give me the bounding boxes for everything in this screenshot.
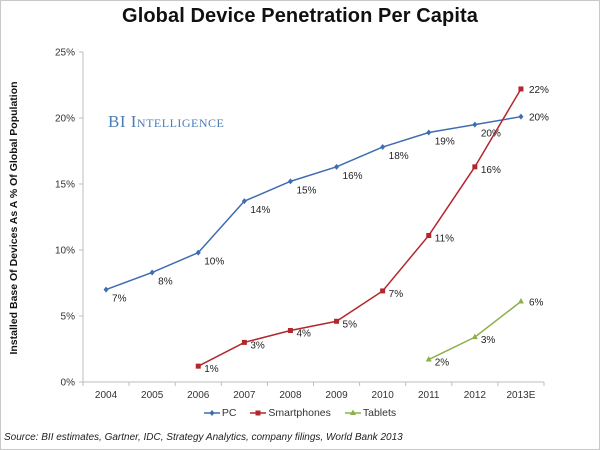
data-point-diamond-marker	[195, 249, 201, 256]
legend-item-smartphones: Smartphones	[250, 407, 331, 419]
tablets-line	[428, 300, 522, 361]
pc-data-label: 7%	[112, 294, 127, 305]
legend-label: Tablets	[362, 407, 397, 419]
data-point-square-marker	[241, 339, 247, 345]
legend-label: Smartphones	[268, 407, 331, 419]
data-point-square-marker	[518, 86, 524, 92]
pc-data-label: 20%	[481, 129, 501, 140]
pc-data-label: 16%	[343, 171, 363, 182]
smartphones-data-label: 5%	[343, 319, 358, 330]
data-point-diamond-marker	[241, 198, 247, 205]
smartphones-data-label: 16%	[481, 165, 501, 176]
pc-data-label: 10%	[204, 257, 224, 268]
x-tick-label: 2009	[325, 390, 348, 401]
legend-label: PC	[221, 407, 237, 419]
data-point-diamond-marker	[518, 113, 524, 120]
tablets-data-label: 6%	[529, 297, 544, 308]
data-point-diamond-marker	[209, 410, 215, 416]
legend-swatch-pc	[203, 410, 220, 416]
smartphones-data-label: 1%	[204, 364, 219, 375]
data-point-diamond-marker	[334, 163, 340, 170]
data-point-diamond-marker	[149, 269, 155, 276]
source-note: Source: BII estimates, Gartner, IDC, Str…	[4, 432, 403, 443]
legend-swatch-smartphones	[250, 410, 267, 416]
pc-data-label: 8%	[158, 276, 173, 287]
y-tick-label: 10%	[55, 246, 75, 257]
x-tick-label: 2010	[372, 390, 395, 401]
x-tick-label: 2012	[464, 390, 487, 401]
data-point-diamond-marker	[380, 144, 386, 151]
data-point-square-marker	[472, 164, 478, 170]
data-point-triangle-marker	[517, 297, 524, 304]
y-tick-label: 0%	[61, 378, 76, 389]
legend: PC Smartphones Tablets	[0, 407, 600, 419]
series-pc	[103, 113, 524, 293]
series-smartphones	[195, 86, 524, 369]
x-tick-label: 2006	[187, 390, 210, 401]
legend-swatch-tablets	[344, 409, 361, 415]
data-point-diamond-marker	[426, 129, 432, 136]
smartphones-data-label: 3%	[250, 340, 265, 351]
x-tick-label: 2013E	[506, 390, 535, 401]
pc-line	[105, 115, 522, 291]
data-point-triangle-marker	[349, 409, 356, 415]
data-point-square-marker	[334, 318, 340, 324]
legend-item-tablets: Tablets	[344, 407, 397, 419]
y-tick-label: 15%	[55, 180, 75, 191]
smartphones-data-label: 7%	[389, 289, 404, 300]
tablets-data-label: 2%	[435, 358, 450, 369]
pc-data-label: 18%	[389, 151, 409, 162]
data-point-triangle-marker	[471, 333, 478, 340]
data-point-square-marker	[426, 232, 432, 238]
chart-title: Global Device Penetration Per Capita	[122, 5, 478, 27]
pc-data-label: 15%	[296, 185, 316, 196]
data-point-square-marker	[195, 363, 201, 369]
legend-item-pc: PC	[203, 407, 237, 419]
y-tick-label: 25%	[55, 48, 75, 59]
data-point-diamond-marker	[103, 286, 109, 293]
data-labels-layer: 7% 8% 10% 14% 15% 16% 18% 19% 20% 20% 1% 3% 4% 5% 7% 11…	[112, 85, 549, 375]
pc-data-label: 20%	[529, 113, 549, 124]
pc-data-label: 19%	[435, 137, 455, 148]
smartphones-line	[197, 88, 522, 367]
series-tablets	[425, 297, 524, 362]
y-tick-label: 5%	[61, 312, 76, 323]
tablets-data-label: 3%	[481, 335, 496, 346]
x-tick-label: 2008	[279, 390, 302, 401]
smartphones-data-label: 22%	[529, 85, 549, 96]
data-point-square-marker	[255, 410, 261, 416]
axes: 0% 5% 10% 15% 20% 25% 2004 2005 2006 2007 2008 2009…	[55, 48, 545, 401]
x-tick-label: 2011	[418, 390, 440, 401]
bi-intelligence-watermark: BI Intelligence	[108, 112, 225, 131]
x-tick-label: 2005	[141, 390, 164, 401]
data-point-diamond-marker	[472, 121, 478, 128]
smartphones-data-label: 4%	[296, 329, 311, 340]
pc-data-label: 14%	[250, 205, 270, 216]
data-point-diamond-marker	[287, 178, 293, 185]
y-tick-label: 20%	[55, 114, 75, 125]
data-point-triangle-marker	[425, 356, 432, 362]
data-point-square-marker	[287, 328, 293, 334]
smartphones-data-label: 11%	[435, 233, 454, 244]
x-tick-label: 2004	[95, 390, 118, 401]
x-tick-label: 2007	[233, 390, 256, 401]
series-layer	[103, 86, 524, 369]
data-point-square-marker	[380, 288, 386, 294]
